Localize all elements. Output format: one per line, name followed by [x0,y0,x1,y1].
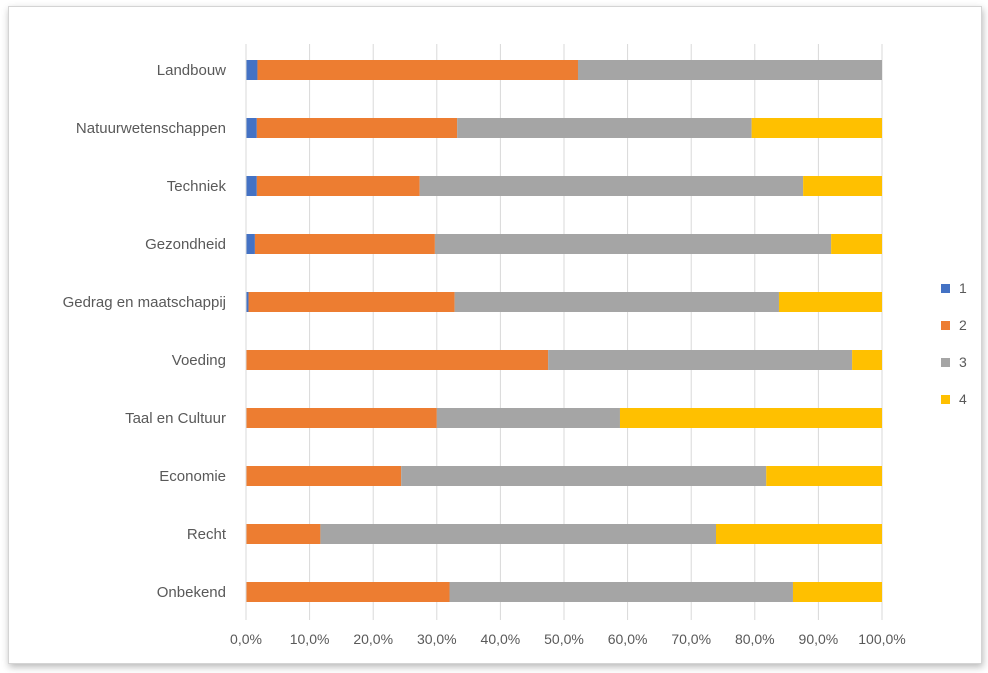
x-tick-label: 90,0% [799,631,839,647]
bar-segment-series-4 [778,292,882,312]
x-tick-label: 10,0% [290,631,330,647]
legend-swatch [941,395,950,404]
legend-label: 1 [959,280,967,296]
bar-segment-series-2 [246,350,549,370]
bar-segment-series-2 [246,582,450,602]
bar-segment-series-1 [246,176,257,196]
category-label: Economie [159,468,226,485]
bar-segment-series-3 [449,582,793,602]
bar-segment-series-4 [716,524,882,544]
bar-segment-series-1 [246,118,257,138]
bar-segment-series-1 [246,60,258,80]
bar-segment-series-4 [852,350,882,370]
bar-segment-series-2 [246,524,321,544]
legend-swatch [941,284,950,293]
bar-segment-series-4 [803,176,882,196]
legend-label: 3 [959,354,967,370]
category-label: Recht [187,526,227,543]
x-tick-label: 0,0% [230,631,262,647]
bar-segment-series-1 [246,234,255,254]
legend-label: 4 [959,391,967,407]
x-tick-label: 40,0% [481,631,521,647]
bar-segment-series-3 [436,408,620,428]
bar-segment-series-2 [256,176,420,196]
legend-swatch [941,321,950,330]
bar-segment-series-2 [257,60,578,80]
x-tick-label: 80,0% [735,631,775,647]
bar-segment-series-3 [401,466,767,486]
bar-segment-series-3 [454,292,779,312]
x-tick-label: 60,0% [608,631,648,647]
bar-segment-series-4 [792,582,882,602]
bar-segment-series-3 [577,60,882,80]
stacked-bar-chart: Landbouw Natuurwetenschappen Techniek Gezon… [63,44,967,647]
bar-segment-series-4 [751,118,882,138]
x-tick-label: 100,0% [858,631,905,647]
bar-segment-series-3 [419,176,804,196]
bar-segment-series-2 [246,466,402,486]
x-tick-label: 50,0% [544,631,584,647]
x-tick-labels: 0,0% 10,0% 20,0% 30,0% 40,0% 50,0% 60,0% 70,0% 8… [230,631,906,647]
legend: 1 2 3 4 [941,280,967,407]
category-label: Techniek [167,178,227,195]
x-tick-label: 30,0% [417,631,457,647]
bar-segment-series-3 [320,524,717,544]
chart-frame: Landbouw Natuurwetenschappen Techniek Gezon… [8,6,982,664]
category-label: Onbekend [157,584,226,601]
bar-segment-series-2 [246,408,437,428]
bar-segment-series-4 [766,466,882,486]
bar-area [246,60,882,602]
bar-segment-series-2 [256,118,458,138]
legend-swatch [941,358,950,367]
category-label: Gezondheid [145,236,226,253]
x-tick-label: 70,0% [671,631,711,647]
legend-label: 2 [959,317,967,333]
bar-segment-series-1 [246,292,249,312]
bar-segment-series-3 [457,118,752,138]
category-label: Landbouw [157,62,226,79]
category-label: Taal en Cultuur [125,410,226,427]
category-label: Natuurwetenschappen [76,120,226,137]
bar-segment-series-3 [548,350,853,370]
x-tick-label: 20,0% [353,631,393,647]
category-label: Voeding [172,352,226,369]
bar-segment-series-2 [254,234,435,254]
category-labels: Landbouw Natuurwetenschappen Techniek Gezon… [63,62,227,601]
bar-segment-series-4 [831,234,882,254]
bar-segment-series-2 [248,292,455,312]
bar-segment-series-4 [619,408,882,428]
category-label: Gedrag en maatschappij [63,294,226,311]
bar-segment-series-3 [434,234,832,254]
